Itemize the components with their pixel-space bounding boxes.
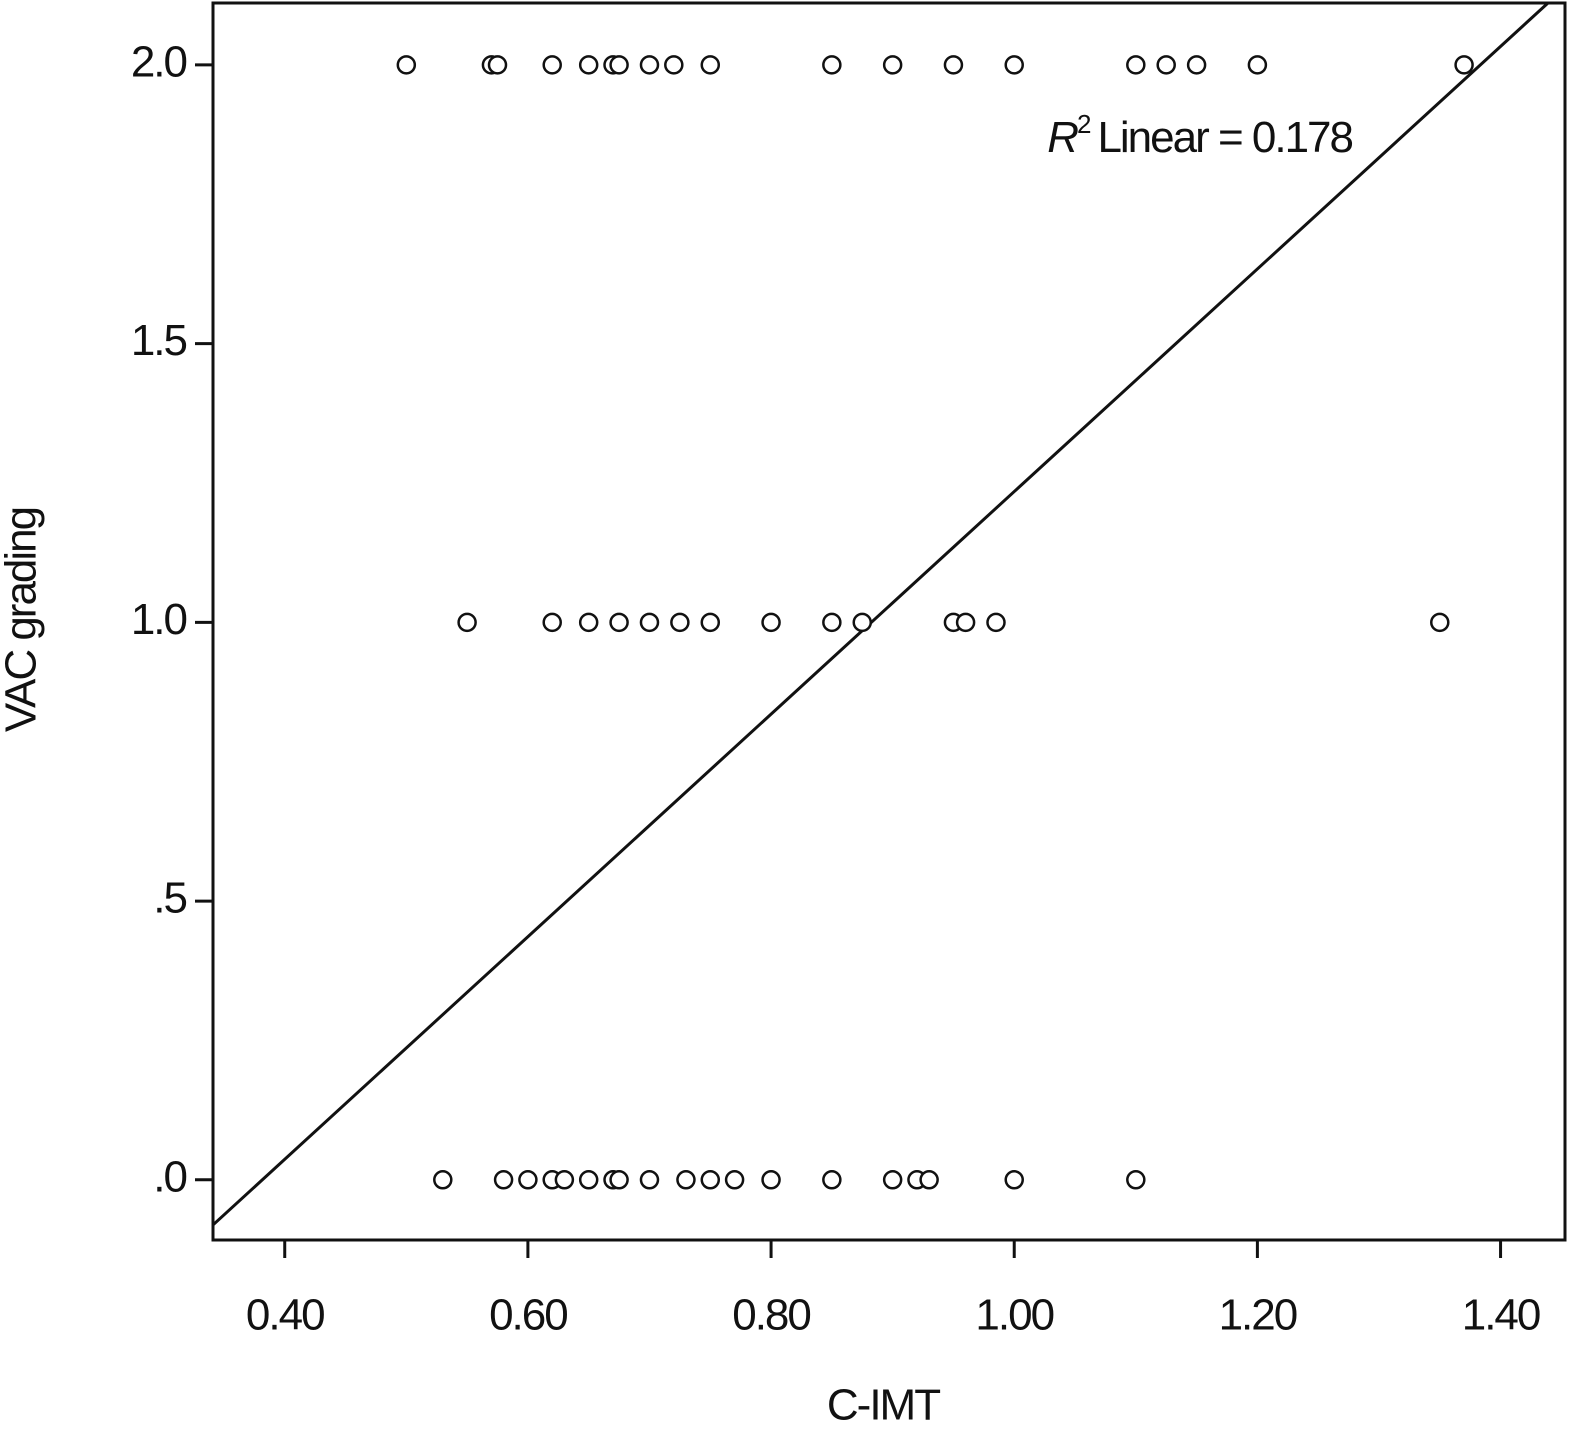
point [578,612,599,633]
fit-line [211,1,1549,1227]
point [639,612,660,633]
point [943,55,964,75]
point [761,612,781,633]
point [664,55,684,75]
point [700,612,721,633]
x-tick-label: 1.40 [1462,1291,1540,1340]
x-tick-label: 0.80 [732,1291,810,1340]
y-tick-label: .0 [153,1152,186,1201]
point [1454,55,1474,75]
point [518,1170,538,1190]
point [1126,1170,1146,1190]
y-tick-label: 1.5 [131,316,187,365]
point [700,1170,721,1190]
point [919,1170,939,1190]
point [457,612,477,633]
point [554,1170,575,1190]
point [1004,1170,1024,1190]
y-tick-label: .5 [153,874,186,923]
point [822,1170,842,1190]
point [542,55,562,75]
point [1156,55,1176,75]
point [542,612,562,633]
point [955,612,976,633]
point [724,1170,745,1190]
point [822,612,842,633]
point [578,55,599,75]
point [1126,55,1146,75]
point [578,1170,599,1190]
x-axis-label: C-IMT [827,1381,940,1430]
x-tick-label: 0.40 [246,1291,324,1340]
point [1186,55,1207,75]
point [639,55,660,75]
point [1430,612,1450,633]
point [882,55,903,75]
annotation-text: Linear = 0.178 [1097,113,1352,162]
point [1247,55,1268,75]
y-tick-label: 1.0 [131,595,187,644]
x-tick-label: 1.00 [975,1291,1053,1340]
y-axis-label: VAC grading [0,508,46,732]
plot-frame [211,1,1567,1242]
point [609,55,629,75]
x-tick-label: 0.60 [489,1291,567,1340]
point [396,55,417,75]
annotation: R2 Linear = 0.178 [1047,109,1352,162]
annotation-superscript: 2 [1077,109,1091,139]
point [1004,55,1024,75]
y-tick-label: 2.0 [131,38,187,87]
point [882,1170,903,1190]
point [609,612,629,633]
point [487,55,508,75]
x-tick-label: 1.20 [1219,1291,1297,1340]
point [670,612,690,633]
point [852,612,873,633]
point [986,612,1006,633]
annotation-symbol: R [1047,113,1078,162]
point [639,1170,660,1190]
point [761,1170,781,1190]
point [822,55,842,75]
point [676,1170,696,1190]
point [433,1170,453,1190]
point [493,1170,514,1190]
point [609,1170,629,1190]
point [700,55,721,75]
